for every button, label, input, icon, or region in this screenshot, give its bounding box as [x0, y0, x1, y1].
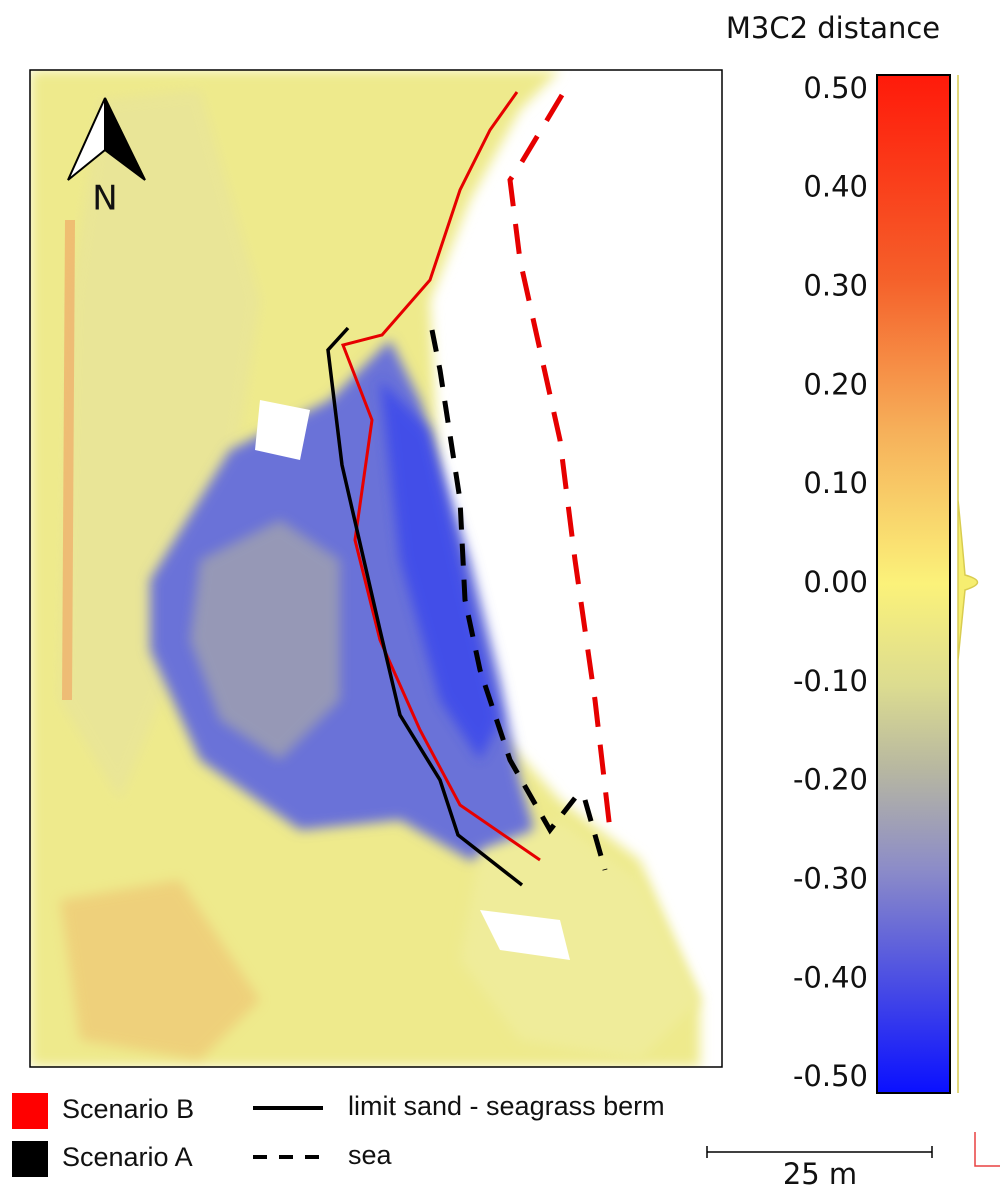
surface-area	[190, 520, 340, 760]
colorbar-tick-label: -0.50	[793, 1059, 868, 1093]
gap	[480, 910, 570, 960]
histogram	[957, 75, 979, 1093]
legend-swatch	[12, 1141, 48, 1177]
north-label: N	[92, 179, 117, 219]
colorbar-tick-label: 0.30	[803, 268, 868, 302]
land-area	[460, 820, 700, 1060]
colorbar-tick-label: -0.40	[793, 960, 868, 994]
positive-change-area	[62, 220, 75, 700]
colorbar	[876, 74, 951, 1094]
colorbar-tick-label: 0.00	[803, 565, 868, 599]
gap	[255, 400, 310, 460]
colorbar-tick-label: 0.10	[803, 466, 868, 500]
colorbar-ticks: 0.50 0.40 0.30 0.20 0.10 0.00 -0.10 -0.20 -0.30 -…	[793, 71, 868, 1093]
legend-label: Scenario A	[62, 1142, 193, 1172]
colorbar-tick-label: 0.40	[803, 170, 868, 204]
north-arrow	[104, 97, 146, 181]
legend-label: Scenario B	[62, 1094, 194, 1124]
scenario-b-limit-line	[340, 91, 541, 862]
colorbar-tick-label: 0.20	[803, 367, 868, 401]
map: N	[30, 70, 722, 1067]
legend-label: limit sand - seagrass berm	[348, 1091, 665, 1121]
scenario-a-limit-line	[326, 326, 524, 887]
colorbar-tick-label: -0.20	[793, 763, 868, 797]
scenario-a-sea-line	[582, 799, 608, 871]
colorbar-tick-label: -0.30	[793, 862, 868, 896]
scenario-b-sea-line	[507, 93, 613, 831]
axis-glyph	[974, 1132, 1000, 1167]
legend-swatch	[12, 1093, 48, 1129]
scenario-a-sea-line	[429, 329, 577, 835]
map-frame	[29, 69, 723, 1068]
colorbar-tick-label: -0.10	[793, 664, 868, 698]
colorbar-title: M3C2 distance	[726, 11, 940, 45]
negative-change-area	[380, 380, 500, 760]
scale-label: 25 m	[783, 1157, 857, 1191]
land-area	[60, 90, 260, 800]
colorbar-tick-label: 0.50	[803, 71, 868, 105]
legend-label: sea	[348, 1140, 393, 1170]
scale-bar	[706, 1146, 933, 1158]
positive-change-area	[60, 880, 260, 1060]
